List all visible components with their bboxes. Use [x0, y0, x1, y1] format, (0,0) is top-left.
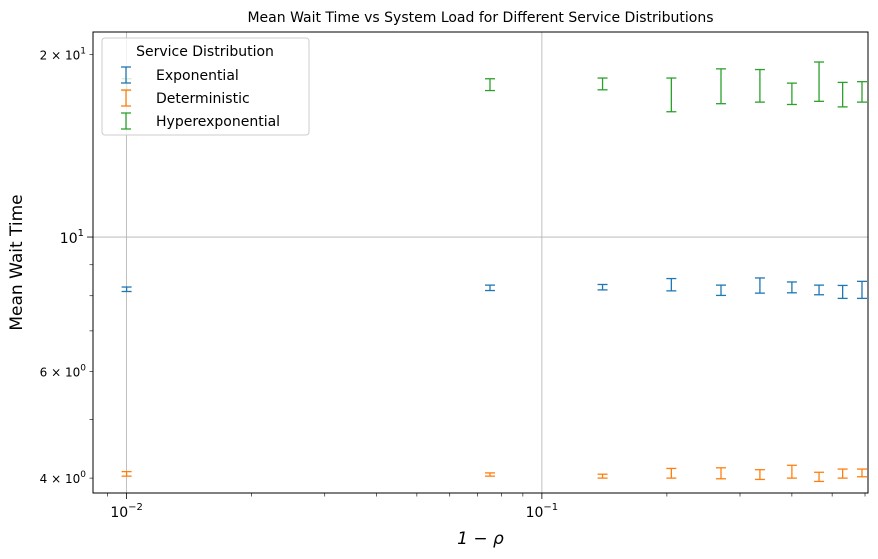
- x-tick-label: 10−2: [110, 502, 143, 521]
- error-bar: [597, 77, 608, 91]
- legend-items: Exponential Deterministic Hyperexponential: [121, 66, 280, 130]
- legend-symbol: [121, 112, 131, 130]
- error-bar: [754, 469, 765, 481]
- error-bar: [837, 468, 848, 479]
- legend-label: Exponential: [156, 68, 239, 84]
- error-bar: [716, 467, 727, 480]
- error-bar: [837, 81, 848, 108]
- error-bar: [597, 283, 608, 291]
- error-bar: [856, 280, 867, 300]
- legend-label: Deterministic: [156, 91, 250, 107]
- error-bar: [856, 81, 867, 103]
- error-bar: [814, 61, 825, 102]
- error-bar: [786, 82, 797, 106]
- legend-label: Hyperexponential: [156, 114, 280, 130]
- legend-title: Service Distribution: [136, 44, 274, 60]
- y-tick-label: 2 × 101: [40, 47, 86, 63]
- error-bar: [814, 284, 825, 296]
- error-bar: [666, 77, 677, 113]
- legend-item-exponential: Exponential: [121, 66, 239, 84]
- y-tick-label: 4 × 100: [40, 470, 87, 486]
- error-bar: [121, 286, 132, 293]
- series-hyperexponential: [121, 61, 867, 113]
- x-tick-label: 10−1: [526, 502, 559, 521]
- error-bar: [666, 467, 677, 479]
- error-bar: [837, 284, 848, 300]
- error-bar: [484, 284, 495, 292]
- error-bar: [716, 68, 727, 105]
- legend-symbol: [121, 89, 131, 107]
- error-bar: [754, 68, 765, 103]
- error-bar: [786, 464, 797, 479]
- series-deterministic: [121, 464, 867, 483]
- error-bar: [484, 472, 495, 477]
- y-tick-label: 6 × 100: [40, 363, 87, 379]
- y-axis-label: Mean Wait Time: [7, 194, 27, 330]
- error-bar: [121, 470, 132, 477]
- chart-title: Mean Wait Time vs System Load for Differ…: [247, 10, 713, 26]
- legend-box: [101, 37, 310, 136]
- legend-item-deterministic: Deterministic: [121, 89, 250, 107]
- series-exponential: [121, 277, 867, 300]
- x-axis-label: 1 − ρ: [457, 529, 504, 549]
- error-bar: [666, 277, 677, 292]
- legend-symbol: [121, 66, 131, 84]
- error-bar: [597, 473, 608, 479]
- plot-area-frame: [92, 31, 869, 494]
- error-bar: [754, 277, 765, 294]
- error-bar: [716, 284, 727, 297]
- error-bar: [814, 471, 825, 483]
- error-bar: [484, 78, 495, 92]
- legend-item-hyperexponential: Hyperexponential: [121, 112, 280, 130]
- legend: Service Distribution Exponential Determin…: [101, 37, 310, 136]
- error-bar: [856, 468, 867, 478]
- axis-ticks: 10−2 10−1 4 × 100 6 × 100 101 2 × 101: [40, 47, 866, 521]
- series-layer: [121, 61, 867, 483]
- error-bar: [786, 281, 797, 294]
- y-tick-label: 101: [60, 228, 84, 247]
